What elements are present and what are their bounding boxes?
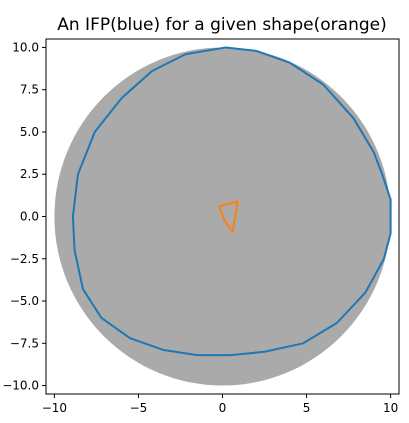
- y-tick-label: −2.5: [10, 252, 39, 266]
- y-tick-label: 2.5: [20, 167, 39, 181]
- y-tick-label: 10.0: [12, 40, 39, 54]
- x-tick-label: 0: [219, 401, 227, 415]
- x-tick-label: 10: [383, 401, 398, 415]
- y-tick-label: 5.0: [20, 125, 39, 139]
- x-tick-label: −5: [130, 401, 148, 415]
- x-tick-label: 5: [303, 401, 311, 415]
- ifp-curve: [71, 46, 392, 357]
- y-tick-label: 0.0: [20, 210, 39, 224]
- plot-area: [54, 46, 392, 386]
- axis-ticks: −10 −5 0 5 10 10.0 7.5 5.0 2.5 0.0 −2.5 −5.0 −7.5 −10…: [2, 40, 398, 415]
- y-tick-label: 7.5: [20, 83, 39, 97]
- y-tick-label: −10.0: [2, 379, 39, 393]
- x-tick-label: −10: [42, 401, 67, 415]
- chart-title: An IFP(blue) for a given shape(orange): [57, 15, 386, 35]
- y-tick-label: −5.0: [10, 294, 39, 308]
- y-tick-label: −7.5: [10, 336, 39, 350]
- shape-outline: [218, 200, 239, 233]
